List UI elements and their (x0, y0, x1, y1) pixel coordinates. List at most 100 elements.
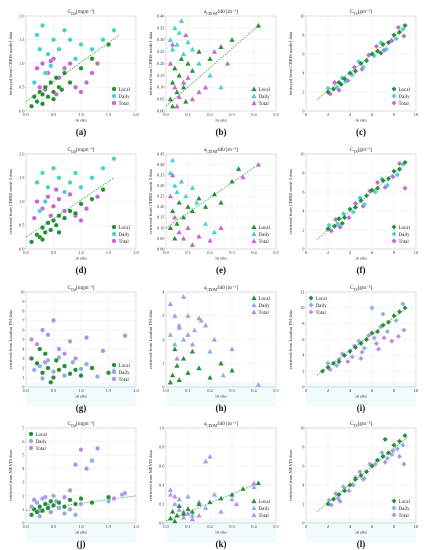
data-point-local (347, 70, 353, 76)
legend-entry: Daily (36, 440, 48, 445)
data-point-local (375, 48, 380, 54)
panel-title: CTS[gm⁻³] (350, 9, 372, 16)
y-tick-label: 1 (22, 375, 24, 380)
legend-entry: Daily (259, 507, 271, 512)
data-point-total (353, 200, 358, 206)
data-point-local (189, 208, 195, 214)
y-axis-label: retrieved from CHRIS mode 2 data (148, 169, 153, 234)
data-point-total (167, 487, 173, 492)
data-point-total (51, 318, 56, 323)
x-tick-label: 2 (327, 524, 329, 529)
data-point-local (325, 501, 331, 507)
data-point-total (185, 225, 191, 230)
panel-a: CChl[mgm⁻³] 0.0 0.5 1.0 1.5 2.0 0.0 0.5 1.0 1.5 2.… (8, 9, 140, 137)
x-tick-label: 0.0 (163, 388, 169, 393)
data-point-local (353, 68, 358, 74)
data-point-local (185, 60, 191, 66)
data-point-daily (78, 366, 84, 372)
data-point-daily (326, 222, 332, 228)
data-point-local (106, 494, 111, 500)
x-tick-label: 10 (414, 112, 419, 117)
legend-entry: Local (119, 364, 131, 369)
data-point-local (336, 216, 342, 222)
data-point-local (51, 502, 56, 508)
panel-title: aCDOM440 [m⁻¹] (204, 285, 238, 292)
legend-marker (28, 445, 34, 451)
data-point-daily (89, 458, 95, 464)
panel-title: aCDOM440 [m⁻¹] (204, 147, 238, 154)
panel-title: CChl[mgm⁻³] (67, 421, 94, 428)
panel-k: aCDOM440 [m⁻¹] 0.0 0.1 0.2 0.3 0.4 0.5 0.0 0.2 0.… (148, 421, 280, 549)
data-point-local (170, 208, 176, 214)
y-tick-label: 2 (162, 337, 164, 342)
y-tick-label: 6 (302, 337, 305, 342)
y-tick-label: 10 (300, 305, 305, 310)
data-point-local (358, 473, 364, 478)
plot-frame (165, 427, 277, 524)
panel-label: (i) (357, 403, 366, 413)
data-point-total (336, 87, 342, 93)
data-point-local (347, 206, 353, 212)
data-point-local (167, 225, 173, 230)
data-point-local (89, 56, 95, 62)
x-tick-label: 0.1 (185, 524, 191, 529)
data-point-total (122, 333, 128, 339)
data-point-local (37, 504, 43, 510)
data-point-local (78, 373, 84, 379)
data-point-total (240, 174, 246, 180)
data-point-local (67, 208, 73, 214)
data-point-total (390, 174, 396, 180)
panel-d: CChl[mgm⁻³] 0.0 0.5 1.0 1.5 2.0 0.0 0.5 1.0 1.5 2.… (8, 147, 140, 275)
y-tick-label: 6 (22, 439, 25, 444)
panel-label: (b) (216, 127, 227, 137)
data-point-total (62, 208, 67, 214)
data-point-local (174, 89, 180, 95)
data-point-local (218, 360, 224, 366)
data-point-total (211, 49, 217, 54)
data-point-local (48, 227, 54, 233)
data-point-local (172, 235, 178, 241)
data-point-local (34, 509, 40, 515)
data-point-daily (42, 70, 48, 76)
data-point-total (48, 509, 54, 515)
data-point-total (366, 333, 372, 339)
legend-marker (251, 93, 257, 99)
data-point-local (40, 91, 45, 97)
data-point-total (382, 459, 388, 465)
panel-title: CTS[gm⁻³] (350, 421, 372, 428)
x-tick-label: 1.5 (106, 112, 112, 117)
y-tick-label: 10 (300, 425, 305, 430)
x-tick-label: 0.3 (229, 250, 235, 255)
x-axis-label: in situ (215, 118, 227, 123)
data-point-local (347, 482, 353, 488)
y-tick-label: 0.35 (157, 173, 165, 178)
x-tick-label: 0 (305, 524, 308, 529)
data-point-local (380, 178, 386, 184)
data-point-daily (181, 51, 187, 57)
x-axis-label: in situ (355, 530, 367, 535)
data-point-total (337, 224, 343, 230)
data-point-local (391, 442, 397, 448)
y-tick-label: 0.15 (157, 215, 165, 220)
data-point-local (40, 101, 45, 107)
data-point-daily (106, 498, 111, 504)
legend-marker (111, 376, 117, 382)
data-point-local (181, 214, 187, 220)
x-tick-label: 0 (305, 112, 308, 117)
y-tick-label: 0 (162, 384, 165, 389)
y-tick-label: 2.0 (19, 13, 25, 18)
data-point-local (218, 495, 224, 501)
legend-marker (251, 498, 257, 504)
shade-band (166, 382, 276, 406)
data-point-local (331, 86, 336, 92)
y-tick-label: 8 (302, 170, 305, 175)
data-point-total (203, 84, 209, 90)
data-point-local (375, 329, 380, 335)
x-tick-label: 0.5 (51, 388, 57, 393)
data-point-local (89, 196, 95, 202)
data-point-local (174, 363, 180, 368)
data-point-daily (325, 85, 331, 91)
x-tick-label: 8 (393, 250, 396, 255)
y-tick-label: 0.20 (157, 204, 165, 209)
plot-frame (305, 291, 417, 388)
